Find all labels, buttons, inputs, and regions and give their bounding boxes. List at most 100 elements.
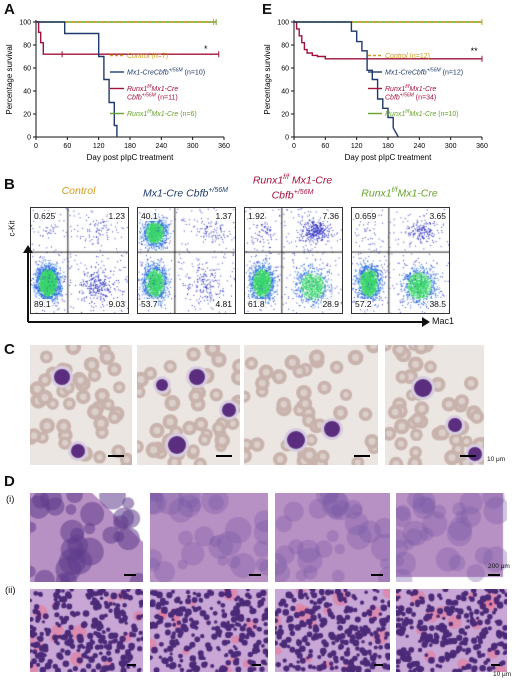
flow-dots	[31, 208, 128, 313]
panel-letter-e: E	[262, 1, 273, 18]
tissue	[150, 589, 268, 672]
y-tick-label: 80	[281, 43, 289, 50]
y-axis-label: Percentage survival	[5, 44, 14, 114]
scale-bar	[124, 574, 136, 576]
scale-bar	[491, 664, 500, 666]
y-tick-label: 20	[281, 112, 289, 119]
tissue	[275, 493, 390, 582]
x-tick-label: 300	[445, 143, 457, 150]
blood-smear-image	[30, 345, 132, 465]
panel-letter-b: B	[4, 176, 15, 193]
mac1-axis-arrow	[28, 321, 424, 323]
scale-bar	[374, 664, 383, 666]
y-tick-label: 80	[23, 43, 31, 50]
legend-label: Control (n=12)	[385, 53, 430, 60]
flow-plot-title: Runx1f/fMx1-Cre	[361, 187, 438, 200]
flow-plot-title: Mx1-Cre Cbfb+/56M	[142, 187, 228, 200]
panel-letter-c: C	[4, 341, 15, 358]
legend-label: Runx1f/fMx1-Cre	[385, 84, 436, 93]
histo-scale-text-top: 200 μm	[488, 563, 510, 570]
panel-letter-d: D	[4, 473, 15, 490]
smear-cells	[30, 345, 132, 465]
quadrant-value-ll: 57.2	[355, 299, 372, 309]
mac1-axis-label: Mac1	[432, 316, 455, 326]
tissue	[150, 493, 268, 582]
smear-cells	[385, 345, 484, 465]
quadrant-value-ll: 61.8	[248, 299, 265, 309]
blood-smear-image	[137, 345, 240, 465]
scale-bar	[127, 664, 136, 666]
x-tick-label: 120	[93, 143, 105, 150]
quadrant-value-lr: 28.9	[322, 299, 339, 309]
quadrant-value-lr: 38.5	[429, 299, 446, 309]
blood-smear-image	[385, 345, 484, 465]
legend-label: Cbfb+/56M (n=11)	[127, 93, 178, 102]
histology-image	[30, 493, 143, 582]
histology-row-label-i: (i)	[6, 494, 15, 505]
y-tick-label: 100	[277, 20, 289, 27]
x-tick-label: 180	[124, 143, 136, 150]
quadrant-value-ur: 7.36	[322, 211, 339, 221]
scale-bar	[252, 664, 261, 666]
tissue	[396, 589, 507, 672]
series-line	[294, 21, 482, 60]
x-tick-label: 60	[63, 143, 71, 150]
x-tick-label: 120	[351, 143, 363, 150]
flow-plot: 0.625 1.23 89.1 9.03	[30, 207, 129, 314]
histology-image	[150, 493, 268, 582]
scale-bar	[216, 455, 232, 457]
y-tick-label: 40	[23, 89, 31, 96]
scale-bar	[249, 574, 261, 576]
y-tick-label: 100	[19, 20, 31, 27]
quadrant-value-ll: 89.1	[34, 299, 51, 309]
legend-label: Runx1f/fMx1-Cre (n=10)	[385, 109, 459, 118]
legend-label: Runx1f/fMx1-Cre (n=6)	[127, 109, 197, 118]
tissue	[30, 589, 143, 672]
mac1-arrowhead	[422, 317, 430, 327]
quadrant-value-ul: 1.92	[248, 211, 265, 221]
significance-mark: **	[471, 46, 479, 56]
x-tick-label: 60	[321, 143, 329, 150]
scale-bar	[488, 574, 500, 576]
quadrant-value-ur: 1.37	[215, 211, 232, 221]
legend-label: Cbfb+/56M (n=34)	[385, 93, 436, 102]
flow-dots	[245, 208, 342, 313]
quadrant-value-ur: 3.65	[429, 211, 446, 221]
quadrant-value-ll: 53.7	[141, 299, 158, 309]
histology-image	[275, 493, 390, 582]
flow-dots	[138, 208, 235, 313]
x-axis-label: Day post pIpC treatment	[345, 153, 432, 162]
x-axis-label: Day post pIpC treatment	[87, 153, 174, 162]
flow-plot: 1.92 7.36 61.8 28.9	[244, 207, 343, 314]
legend-label: Mx1-CreCbfb+/56M (n=10)	[127, 68, 205, 77]
survival-chart-a: 0 60 120 180 240 300 360 0 20 40 60 80 100 Day post p…	[5, 19, 230, 162]
flow-plot: 40.1 1.37 53.7 4.81	[137, 207, 236, 314]
series-line	[36, 21, 219, 55]
quadrant-value-ur: 1.23	[108, 211, 125, 221]
histology-image	[396, 589, 507, 672]
flow-dots	[352, 208, 449, 313]
y-tick-label: 0	[285, 135, 289, 142]
y-tick-label: 40	[281, 89, 289, 96]
scale-bar	[354, 455, 370, 457]
x-tick-label: 240	[155, 143, 167, 150]
smear-cells	[137, 345, 240, 465]
y-axis-label: Percentage survival	[263, 44, 272, 114]
tissue	[30, 493, 143, 582]
ckit-arrowhead	[23, 245, 33, 253]
blood-smear-image	[244, 345, 378, 465]
y-tick-label: 60	[281, 66, 289, 73]
y-tick-label: 20	[23, 112, 31, 119]
ckit-axis-arrow	[27, 252, 29, 322]
y-tick-label: 0	[27, 135, 31, 142]
ckit-axis-label: c-Kit	[7, 220, 17, 237]
flow-plot-title: Control	[61, 185, 96, 197]
scale-bar	[371, 574, 383, 576]
series-line	[36, 21, 118, 137]
smear-cells	[244, 345, 378, 465]
quadrant-value-lr: 9.03	[108, 299, 125, 309]
tissue	[396, 493, 507, 582]
legend-label: Control (n=7)	[127, 53, 168, 60]
flow-plot: 0.659 3.65 57.2 38.5	[351, 207, 450, 314]
quadrant-value-ul: 0.625	[34, 211, 56, 221]
